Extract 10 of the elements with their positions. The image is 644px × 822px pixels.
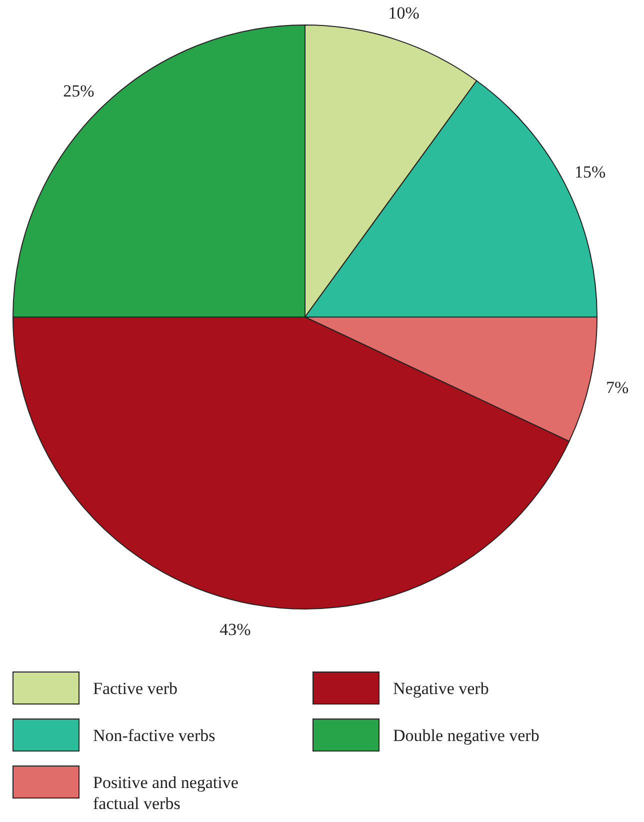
data-label: 43%	[220, 620, 251, 640]
legend-label: Negative verb	[393, 678, 489, 698]
legend-label: Non-factive verbs	[93, 726, 216, 745]
legend-label: Factive verb	[93, 678, 178, 698]
legend-label: Double negative verb	[393, 726, 540, 745]
data-label: 10%	[388, 4, 420, 23]
legend-label: Positive and negative factual verbs	[93, 772, 238, 814]
data-label: 7%	[606, 378, 629, 397]
data-label: 15%	[574, 162, 606, 182]
data-label: 25%	[63, 82, 94, 101]
